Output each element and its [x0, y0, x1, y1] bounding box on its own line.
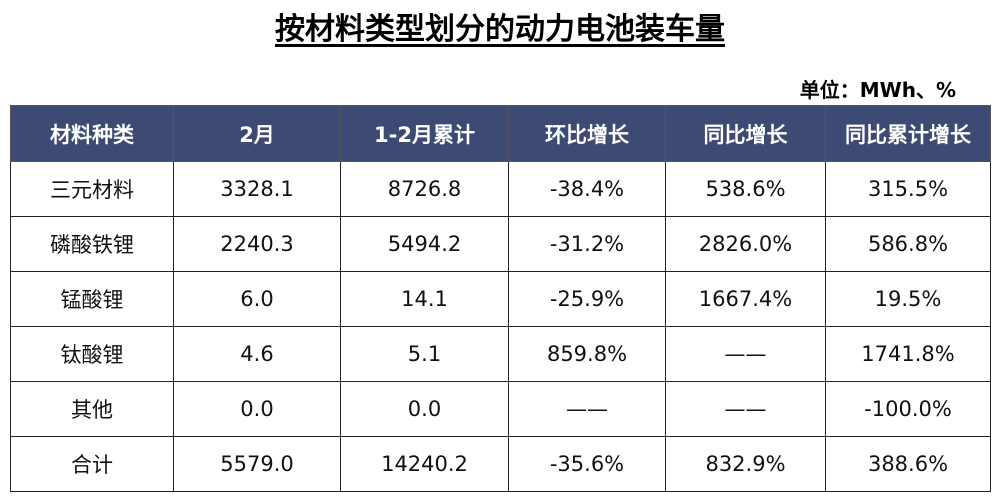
- row-header: 钛酸锂: [10, 326, 174, 382]
- data-table: 材料种类 2月 1-2月累计 环比增长 同比增长 同比累计增长 三元材料 3328.1 872…: [10, 105, 991, 492]
- table-row: 合计 5579.0 14240.2 -35.6% 832.9% 388.6%: [10, 436, 991, 492]
- table-cell: -25.9%: [508, 271, 666, 327]
- table-row: 磷酸铁锂 2240.3 5494.2 -31.2% 2826.0% 586.8%: [10, 216, 991, 272]
- column-header: 同比累计增长: [825, 105, 991, 162]
- table-cell: 388.6%: [825, 436, 991, 492]
- table-cell: 1667.4%: [665, 271, 826, 327]
- table-row: 其他 0.0 0.0 —— —— -100.0%: [10, 381, 991, 437]
- table-cell: 538.6%: [665, 161, 826, 217]
- table-cell: -100.0%: [825, 381, 991, 437]
- table-cell: -31.2%: [508, 216, 666, 272]
- column-header: 同比增长: [665, 105, 826, 162]
- column-header: 1-2月累计: [340, 105, 509, 162]
- column-header: 2月: [173, 105, 341, 162]
- header-row: 材料种类 2月 1-2月累计 环比增长 同比增长 同比累计增长: [10, 105, 991, 162]
- table-cell: 6.0: [173, 271, 341, 327]
- column-header: 环比增长: [508, 105, 666, 162]
- table-cell: 0.0: [340, 381, 509, 437]
- table-body: 三元材料 3328.1 8726.8 -38.4% 538.6% 315.5% 磷酸铁锂 22…: [10, 161, 991, 492]
- row-header: 锰酸锂: [10, 271, 174, 327]
- title-text: 按材料类型划分的动力电池装车量: [275, 12, 725, 47]
- table-cell: ——: [508, 381, 666, 437]
- table-cell: ——: [665, 326, 826, 382]
- table-cell: 14240.2: [340, 436, 509, 492]
- table-cell: ——: [665, 381, 826, 437]
- table-cell: 3328.1: [173, 161, 341, 217]
- column-header: 材料种类: [10, 105, 174, 162]
- unit-label: 单位：MWh、%: [799, 78, 956, 102]
- table-cell: 5579.0: [173, 436, 341, 492]
- row-header: 合计: [10, 436, 174, 492]
- title: 按材料类型划分的动力电池装车量: [0, 4, 1000, 48]
- table-cell: 2826.0%: [665, 216, 826, 272]
- table-row: 三元材料 3328.1 8726.8 -38.4% 538.6% 315.5%: [10, 161, 991, 217]
- table-cell: -35.6%: [508, 436, 666, 492]
- row-header: 其他: [10, 381, 174, 437]
- table-cell: 4.6: [173, 326, 341, 382]
- table-row: 钛酸锂 4.6 5.1 859.8% —— 1741.8%: [10, 326, 991, 382]
- table-cell: 859.8%: [508, 326, 666, 382]
- row-header: 三元材料: [10, 161, 174, 217]
- table-cell: 832.9%: [665, 436, 826, 492]
- table-cell: 1741.8%: [825, 326, 991, 382]
- table-cell: 315.5%: [825, 161, 991, 217]
- table-cell: 14.1: [340, 271, 509, 327]
- table-cell: 8726.8: [340, 161, 509, 217]
- table-row: 锰酸锂 6.0 14.1 -25.9% 1667.4% 19.5%: [10, 271, 991, 327]
- row-header: 磷酸铁锂: [10, 216, 174, 272]
- table-cell: 0.0: [173, 381, 341, 437]
- table-cell: 5494.2: [340, 216, 509, 272]
- table-cell: 2240.3: [173, 216, 341, 272]
- table-cell: -38.4%: [508, 161, 666, 217]
- table-cell: 5.1: [340, 326, 509, 382]
- table-cell: 19.5%: [825, 271, 991, 327]
- table-cell: 586.8%: [825, 216, 991, 272]
